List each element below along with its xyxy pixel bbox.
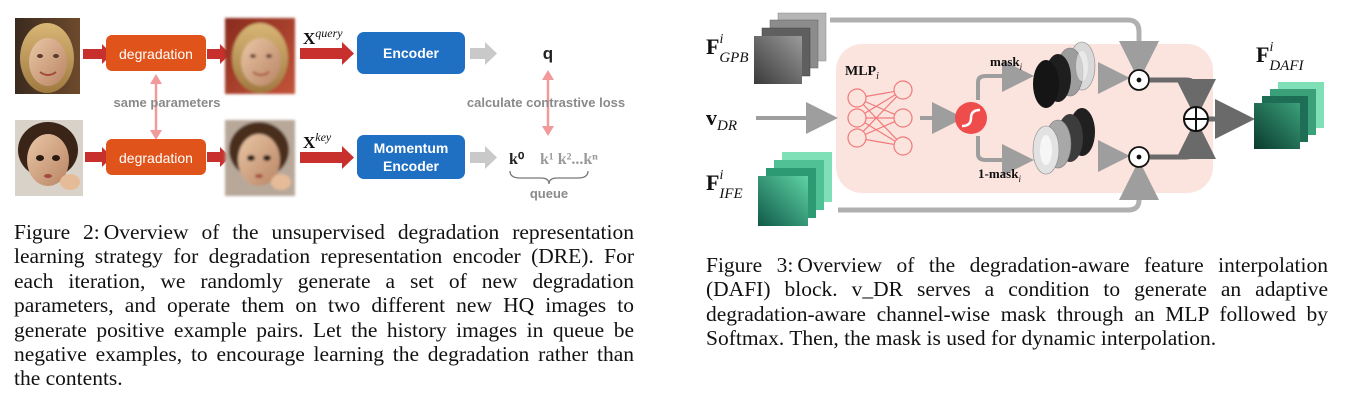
sigmoid-icon xyxy=(955,102,987,134)
mask-label: maski xyxy=(990,54,1023,72)
f-ife-stack xyxy=(758,152,832,226)
arrow-momentum-k xyxy=(470,146,497,169)
arrow-query xyxy=(300,42,354,65)
figure-3-caption-label: Figure 3: xyxy=(706,253,794,277)
f-ife-label: Fi IFE xyxy=(706,168,743,202)
bypass-top-line xyxy=(830,17,1159,81)
hq-image-bottom xyxy=(15,120,83,196)
encoder-label: Encoder xyxy=(383,45,440,61)
x-key-label: Xkey xyxy=(303,130,332,152)
arrow-key xyxy=(300,146,354,169)
degradation-box-bottom: degradation xyxy=(106,139,206,175)
one-mask-label: 1-maski xyxy=(978,166,1021,184)
mult-to-add-bottom xyxy=(1150,119,1216,160)
figure-2: degradation Xquery Encoder xyxy=(0,0,650,417)
f-dafi-label: Fi DAFI xyxy=(1256,40,1305,74)
same-parameters-label: same parameters xyxy=(114,95,221,110)
k-queue-label: k¹ k²...kⁿ xyxy=(540,151,598,168)
degradation-label-top: degradation xyxy=(119,46,193,62)
f-gpb-stack xyxy=(754,12,827,84)
mult-to-add-top xyxy=(1150,77,1216,119)
degradation-box-top: degradation xyxy=(106,35,206,71)
bypass-bottom-line xyxy=(838,160,1159,213)
f-gpb-label: Fi GPB xyxy=(706,32,749,66)
contrastive-loss-label: calculate contrastive loss xyxy=(467,95,625,110)
figure-2-caption-text: Overview of the unsupervised degradation… xyxy=(14,220,635,391)
same-parameters-arrow xyxy=(150,74,162,140)
figure-3-caption: Figure 3: Overview of the degradation-awa… xyxy=(706,253,1328,351)
x-query-label: Xquery xyxy=(303,26,343,48)
mask-arrow xyxy=(976,60,1034,100)
one-mask-arrow xyxy=(976,136,1034,176)
contrastive-arrow xyxy=(542,70,554,136)
encoder-box: Encoder xyxy=(357,32,465,74)
degradation-label-bottom: degradation xyxy=(119,150,193,166)
figure-3-diagram: Fi GPB vDR Fi IFE MLPi xyxy=(706,12,1324,226)
degraded-image-top xyxy=(225,18,295,94)
momentum-label-1: Momentum xyxy=(374,140,449,156)
figure-2-caption-label: Figure 2: xyxy=(14,220,100,244)
arrow-encoder-q xyxy=(470,42,497,65)
figure-3: Fi GPB vDR Fi IFE MLPi xyxy=(690,0,1346,417)
figure-2-caption: Figure 2: Overview of the unsupervised de… xyxy=(14,220,634,391)
q-label: q xyxy=(543,44,553,63)
momentum-label-2: Encoder xyxy=(383,158,440,174)
multiply-operator-top xyxy=(1128,69,1150,91)
add-operator xyxy=(1183,106,1209,132)
k0-label: k⁰ xyxy=(509,151,525,168)
hq-image-top xyxy=(15,18,80,94)
queue-brace xyxy=(509,170,589,185)
degraded-image-bottom xyxy=(225,120,295,196)
figure-2-diagram: degradation Xquery Encoder xyxy=(15,18,625,201)
v-dr-label: vDR xyxy=(706,105,737,134)
mlp-network xyxy=(847,80,913,156)
f-dafi-stack xyxy=(1254,82,1324,149)
multiply-operator-bottom xyxy=(1128,146,1150,168)
mask-cylinders-top xyxy=(1033,41,1096,108)
figure-3-caption-text: Overview of the degradation-aware featur… xyxy=(706,253,1328,351)
mlp-label: MLPi xyxy=(845,64,879,82)
mask-cylinders-bottom xyxy=(1032,108,1095,175)
queue-label: queue xyxy=(530,186,568,201)
momentum-encoder-box: Momentum Encoder xyxy=(357,135,465,179)
